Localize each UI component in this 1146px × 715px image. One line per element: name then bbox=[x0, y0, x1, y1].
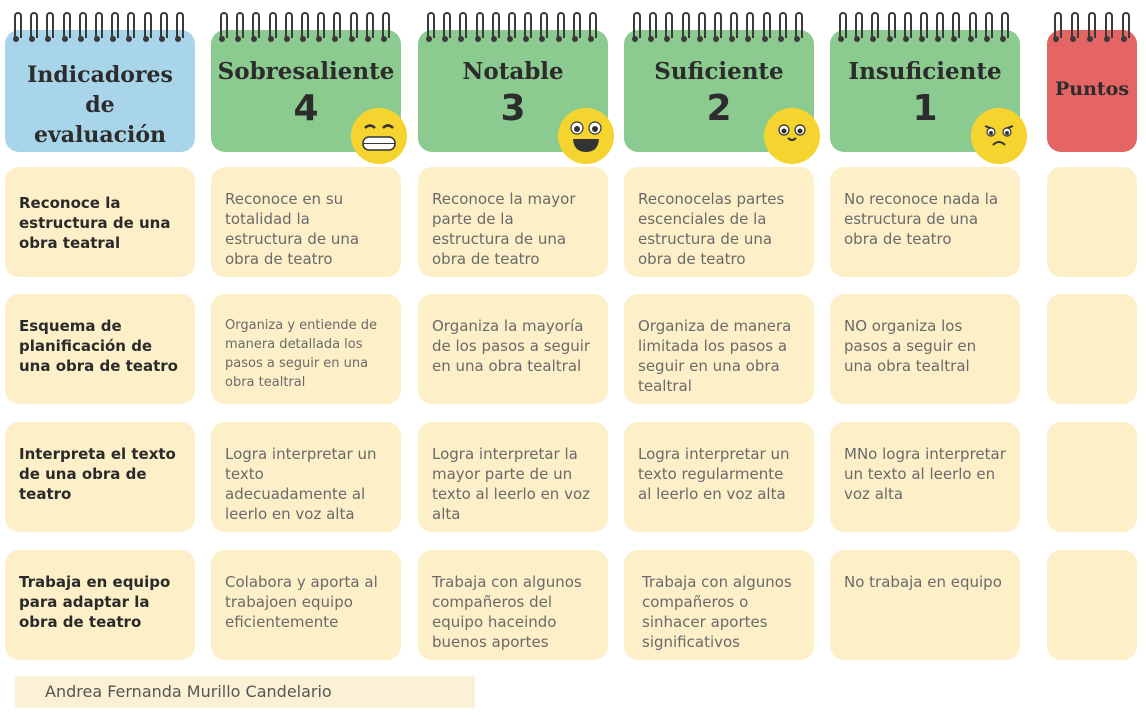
level-score: 1 bbox=[912, 88, 938, 129]
grinning-teeth-face-icon bbox=[351, 108, 407, 164]
indicators-header-title: Indicadores de evaluación bbox=[27, 62, 173, 148]
criteria-cell: No reconoce nada la estructura de una ob… bbox=[830, 167, 1020, 277]
spiral-binding bbox=[219, 12, 390, 44]
criteria-cell: No trabaja en equipo bbox=[830, 550, 1020, 660]
spiral-binding bbox=[426, 12, 597, 44]
level-header-suficiente: Suficiente 2 bbox=[624, 30, 814, 152]
indicator-cell: Esquema de planificación de una obra de … bbox=[5, 294, 195, 404]
points-cell[interactable] bbox=[1047, 294, 1137, 404]
criteria-cell: Trabaja con algunos compañeros o sinhace… bbox=[624, 550, 814, 660]
indicator-cell: Reconoce la estructura de una obra teatr… bbox=[5, 167, 195, 277]
indicator-cell: Interpreta el texto de una obra de teatr… bbox=[5, 422, 195, 532]
points-header: Puntos bbox=[1047, 30, 1137, 152]
points-cell[interactable] bbox=[1047, 167, 1137, 277]
criteria-cell: MNo logra interpretar un texto al leerlo… bbox=[830, 422, 1020, 532]
slight-smile-face-icon bbox=[764, 108, 820, 164]
big-smile-face-icon bbox=[558, 108, 614, 164]
points-cell[interactable] bbox=[1047, 422, 1137, 532]
level-title: Suficiente bbox=[654, 58, 784, 85]
criteria-cell: Organiza de manera limitada los pasos a … bbox=[624, 294, 814, 404]
level-header-sobresaliente: Sobresaliente 4 bbox=[211, 30, 401, 152]
level-score: 2 bbox=[706, 88, 732, 129]
criteria-cell: Colabora y aporta al trabajoen equipo ef… bbox=[211, 550, 401, 660]
spiral-binding bbox=[1053, 12, 1130, 44]
spiral-binding bbox=[13, 12, 184, 44]
spiral-binding bbox=[838, 12, 1009, 44]
criteria-cell: Reconoce en su totalidad la estructura d… bbox=[211, 167, 401, 277]
criteria-cell: Reconoce la mayor parte de la estructura… bbox=[418, 167, 608, 277]
level-title: Insuficiente bbox=[848, 58, 1002, 85]
level-header-insuficiente: Insuficiente 1 bbox=[830, 30, 1020, 152]
level-score: 4 bbox=[293, 88, 319, 129]
criteria-cell: Reconocelas partes escenciales de la est… bbox=[624, 167, 814, 277]
sad-face-icon bbox=[971, 108, 1027, 164]
criteria-cell: NO organiza los pasos a seguir en una ob… bbox=[830, 294, 1020, 404]
criteria-cell: Logra interpretar un texto regularmente … bbox=[624, 422, 814, 532]
points-cell[interactable] bbox=[1047, 550, 1137, 660]
level-title: Notable bbox=[462, 58, 564, 85]
level-score: 3 bbox=[500, 88, 526, 129]
criteria-cell: Trabaja con algunos compañeros del equip… bbox=[418, 550, 608, 660]
criteria-cell: Logra interpretar la mayor parte de un t… bbox=[418, 422, 608, 532]
author-name: Andrea Fernanda Murillo Candelario bbox=[15, 676, 475, 708]
indicators-header: Indicadores de evaluación bbox=[5, 30, 195, 152]
level-title: Sobresaliente bbox=[217, 58, 395, 85]
indicator-cell: Trabaja en equipo para adaptar la obra d… bbox=[5, 550, 195, 660]
criteria-cell: Logra interpretar un texto adecuadamente… bbox=[211, 422, 401, 532]
points-header-title: Puntos bbox=[1054, 78, 1130, 100]
criteria-cell: Organiza la mayoría de los pasos a segui… bbox=[418, 294, 608, 404]
criteria-cell: Organiza y entiende de manera detallada … bbox=[211, 294, 401, 404]
spiral-binding bbox=[632, 12, 803, 44]
